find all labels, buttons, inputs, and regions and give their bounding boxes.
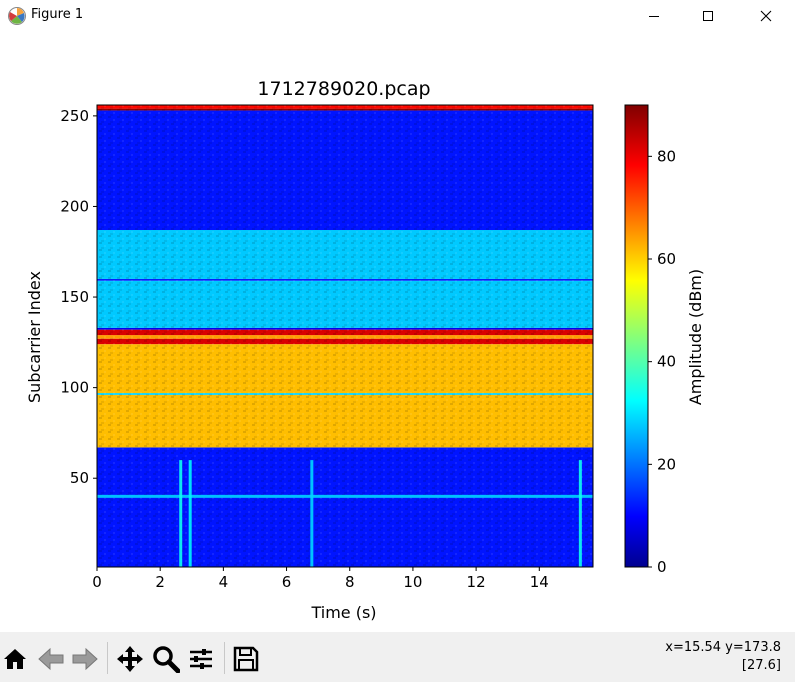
heatmap-horizontal-line	[97, 494, 593, 498]
back-icon	[38, 647, 64, 671]
toolbar-separator	[107, 642, 108, 674]
x-axis-label: Time (s)	[310, 603, 376, 622]
y-tick-label: 100	[60, 379, 89, 397]
close-icon	[760, 10, 772, 22]
colorbar-tick-label: 80	[657, 147, 676, 165]
forward-button[interactable]	[70, 644, 100, 674]
colorbar	[625, 105, 648, 567]
figure-canvas[interactable]: 0 2 4 6 8 10 12 14 50 100 150 200 250 0 20 40 60 80 17127…	[0, 32, 795, 632]
home-icon	[4, 649, 26, 669]
x-tick-label: 2	[155, 573, 165, 591]
heatmap-vertical-line	[179, 460, 183, 567]
minimize-button[interactable]	[631, 0, 677, 32]
heatmap-vertical-line	[188, 460, 192, 567]
home-button[interactable]	[0, 644, 30, 674]
configure-subplots-icon	[190, 649, 212, 669]
maximize-button[interactable]	[685, 0, 731, 32]
x-tick-label: 0	[92, 573, 102, 591]
heatmap-chart: 0 2 4 6 8 10 12 14 50 100 150 200 250 0 20 40 60 80 17127…	[25, 78, 705, 622]
plot-frame	[96, 104, 594, 568]
x-tick-label: 10	[403, 573, 422, 591]
heatmap-vertical-line	[578, 460, 582, 567]
chart-title: 1712789020.pcap	[257, 78, 430, 100]
x-tick-label: 8	[345, 573, 355, 591]
toolbar-separator	[224, 642, 225, 674]
window-titlebar: Figure 1	[0, 0, 795, 32]
colorbar-tick-label: 0	[657, 558, 667, 576]
y-tick-label: 50	[70, 469, 89, 487]
back-button[interactable]	[36, 644, 66, 674]
pixel-value-readout: [27.6]	[741, 658, 781, 673]
x-tick-label: 4	[219, 573, 229, 591]
zoom-icon	[153, 646, 180, 673]
coordinates-readout: x=15.54 y=173.8	[665, 640, 781, 655]
colorbar-tick-label: 60	[657, 250, 676, 268]
colorbar-frame	[624, 104, 649, 568]
save-icon	[233, 646, 259, 672]
window-title: Figure 1	[31, 7, 84, 22]
heatmap-vertical-line	[310, 460, 314, 567]
maximize-icon	[703, 11, 713, 21]
y-tick-label: 150	[60, 288, 89, 306]
x-tick-label: 12	[467, 573, 486, 591]
colorbar-tick-label: 40	[657, 353, 676, 371]
save-button[interactable]	[231, 644, 261, 674]
cursor-coordinates: x=15.54 y=173.8 [27.6]	[665, 639, 781, 675]
minimize-icon	[649, 16, 659, 17]
zoom-button[interactable]	[151, 644, 181, 674]
configure-subplots-button[interactable]	[186, 644, 216, 674]
matplotlib-icon	[7, 6, 27, 26]
y-axis-label: Subcarrier Index	[25, 271, 44, 403]
x-tick-label: 14	[530, 573, 549, 591]
close-button[interactable]	[743, 0, 789, 32]
x-tick-label: 6	[282, 573, 292, 591]
y-tick-label: 250	[60, 107, 89, 125]
pan-button[interactable]	[115, 644, 145, 674]
forward-icon	[72, 647, 98, 671]
pan-icon	[117, 646, 143, 672]
y-tick-label: 200	[60, 197, 89, 215]
colorbar-tick-label: 20	[657, 455, 676, 473]
colorbar-label: Amplitude (dBm)	[686, 269, 705, 405]
navigation-toolbar	[0, 632, 795, 682]
